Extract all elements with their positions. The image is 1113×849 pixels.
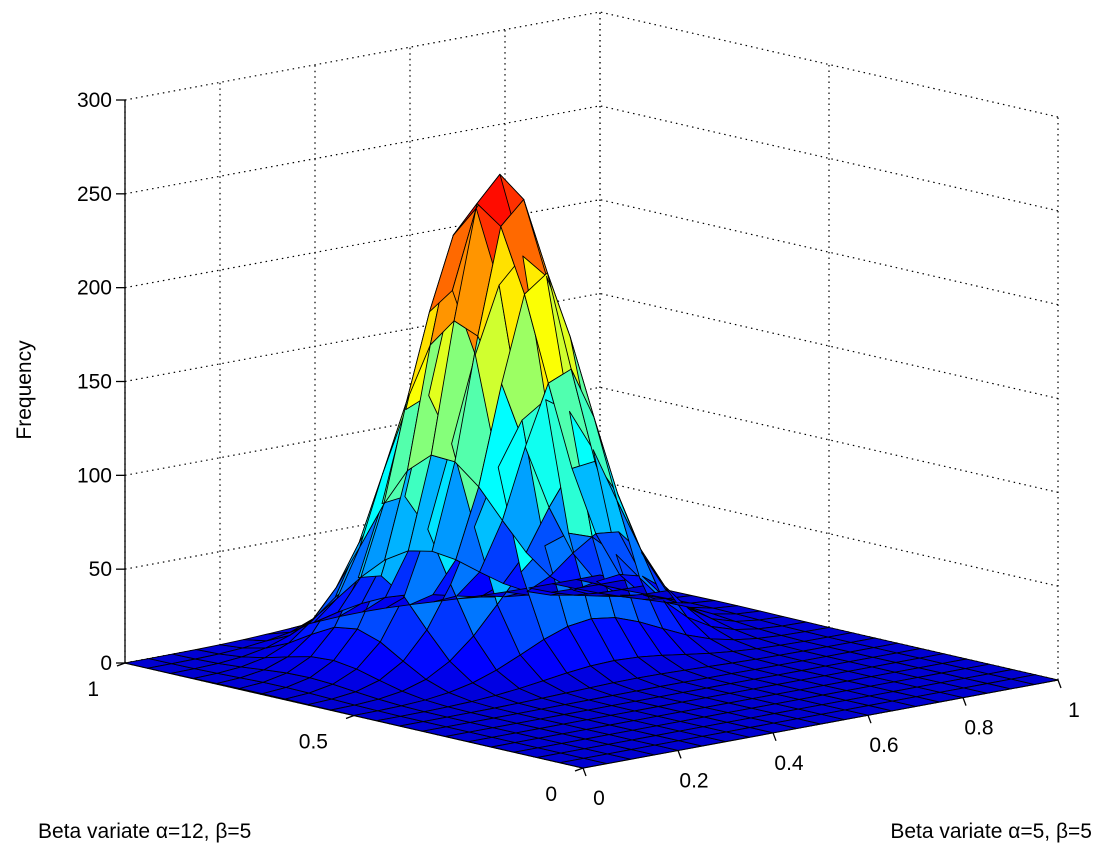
grid-line — [124, 105, 601, 195]
grid-line — [599, 105, 1059, 212]
grid-line — [599, 386, 1059, 493]
x-tick-mark — [867, 714, 872, 724]
x-tick-mark — [677, 750, 682, 759]
x-tick-mark — [582, 767, 587, 777]
y-tick-label: 1 — [87, 678, 99, 701]
x-tick-label: 0.2 — [679, 769, 708, 792]
grid-line — [599, 292, 1059, 400]
x-tick-label: 0.6 — [869, 734, 898, 757]
z-tick-label: 0 — [100, 652, 112, 675]
z-tick-label: 100 — [77, 464, 112, 487]
grid-line — [599, 11, 1059, 118]
y-tick-label: 0.5 — [299, 731, 328, 754]
z-tick-label: 300 — [77, 89, 112, 112]
x-tick-mark — [1057, 679, 1062, 689]
x-tick-mark — [772, 732, 777, 742]
grid-line — [599, 480, 1059, 587]
surface — [124, 173, 1059, 769]
y-axis-label: Beta variate α=12, β=5 — [38, 820, 251, 843]
z-tick-label: 200 — [77, 277, 112, 300]
x-tick-label: 0.4 — [774, 752, 804, 775]
x-tick-label: 0.8 — [964, 717, 993, 740]
surface-patch — [1010, 674, 1059, 685]
y-tick-mark — [345, 714, 355, 720]
y-tick-mark — [116, 662, 126, 667]
x-tick-label: 1 — [1068, 699, 1080, 722]
y-tick-label: 0 — [545, 783, 557, 806]
x-axis-label: Beta variate α=5, β=5 — [890, 820, 1092, 843]
x-tick-label: 0 — [593, 787, 605, 810]
z-tick-label: 150 — [77, 371, 112, 394]
x-tick-mark — [962, 697, 967, 706]
grid-line — [599, 199, 1059, 306]
z-tick-label: 50 — [89, 558, 112, 581]
z-axis-label: Frequency — [13, 340, 36, 440]
grid-line — [124, 11, 601, 101]
z-tick-label: 250 — [77, 183, 112, 206]
y-tick-mark — [574, 767, 584, 772]
